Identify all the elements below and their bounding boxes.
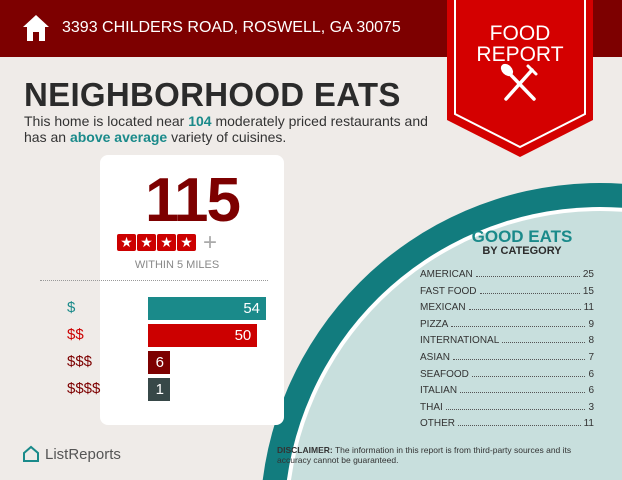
address: 3393 CHILDERS ROAD, ROSWELL, GA 30075 [62, 19, 401, 36]
category-name: FAST FOOD [420, 285, 477, 297]
category-name: MEXICAN [420, 302, 466, 314]
price-level-label: $$$ [67, 353, 93, 370]
star-icon: ★ [137, 234, 156, 251]
leader-dots [453, 352, 586, 360]
price-level-bar: 54 [148, 297, 266, 320]
disclaimer: DISCLAIMER: The information in this repo… [277, 445, 572, 465]
category-row: PIZZA 9 [420, 319, 594, 330]
category-row: OTHER 11 [420, 418, 594, 429]
star-icon: ★ [177, 234, 196, 251]
category-name: AMERICAN [420, 269, 473, 280]
leader-dots [475, 269, 580, 277]
home-icon [23, 15, 49, 41]
summary-text: This home is located near 104 moderately… [24, 113, 428, 145]
star-icon: ★ [117, 234, 136, 251]
variety-rating: above average [69, 129, 168, 145]
category-name: ITALIAN [420, 385, 458, 397]
price-level-bar: 50 [148, 324, 258, 347]
distance-label: WITHIN 5 MILES [134, 259, 220, 271]
category-count: 15 [582, 285, 594, 297]
category-row: SEAFOOD 6 [420, 369, 594, 380]
category-name: OTHER [420, 418, 455, 430]
category-count: 11 [583, 302, 594, 314]
food-report-ribbon [447, 0, 593, 157]
categories-title: GOOD EATS [471, 227, 573, 246]
price-level-bar: 6 [148, 351, 170, 374]
category-count: 7 [588, 352, 594, 363]
category-count: 9 [588, 318, 594, 330]
category-name: ASIAN [420, 352, 451, 363]
leader-dots [502, 335, 586, 344]
category-name: PIZZA [420, 318, 449, 330]
category-row: INTERNATIONAL 8 [420, 335, 594, 346]
page-title: NEIGHBORHOOD EATS [24, 76, 401, 113]
category-row: ASIAN 7 [420, 352, 594, 363]
leader-dots [468, 302, 581, 311]
price-level-bar: 1 [148, 378, 170, 401]
leader-dots [451, 319, 586, 327]
total-restaurants: 115 [144, 166, 241, 235]
category-count: 3 [588, 401, 594, 413]
category-row: MEXICAN 11 [420, 302, 594, 313]
spoon-fork-icon [500, 63, 538, 101]
plus-icon: + [203, 229, 218, 256]
category-count: 8 [588, 335, 594, 347]
leader-dots [471, 369, 586, 377]
category-name: INTERNATIONAL [420, 335, 500, 347]
category-count: 25 [582, 269, 594, 280]
star-icon: ★ [157, 234, 176, 251]
leader-dots [458, 418, 581, 427]
listreports-logo: ListReports [22, 445, 121, 463]
price-level-label: $ [67, 299, 76, 316]
light-teal-disc [291, 211, 622, 480]
category-row: ITALIAN 6 [420, 385, 594, 396]
price-level-label: $$ [67, 326, 84, 343]
restaurant-count-card: 115 ★ ★ ★ ★ + WITHIN 5 MILES $54 $$ 50 $$$ 6 $$$… [40, 155, 284, 425]
category-name: THAI [420, 401, 443, 413]
category-name: SEAFOOD [420, 368, 469, 380]
restaurant-count: 104 [188, 113, 212, 129]
category-count: 11 [583, 418, 594, 430]
price-level-label: $$$$ [67, 380, 101, 397]
logo-icon [23, 445, 39, 462]
category-count: 6 [588, 368, 594, 380]
star-rating: ★ ★ ★ ★ [117, 234, 196, 251]
leader-dots [460, 385, 586, 394]
category-row: AMERICAN 25 [420, 269, 594, 280]
divider [40, 280, 268, 281]
category-row: FAST FOOD 15 [420, 286, 594, 297]
categories-subtitle: BY CATEGORY [482, 245, 562, 257]
leader-dots [479, 286, 580, 294]
category-row: THAI 3 [420, 402, 594, 413]
category-count: 6 [588, 385, 594, 397]
leader-dots [445, 402, 586, 410]
